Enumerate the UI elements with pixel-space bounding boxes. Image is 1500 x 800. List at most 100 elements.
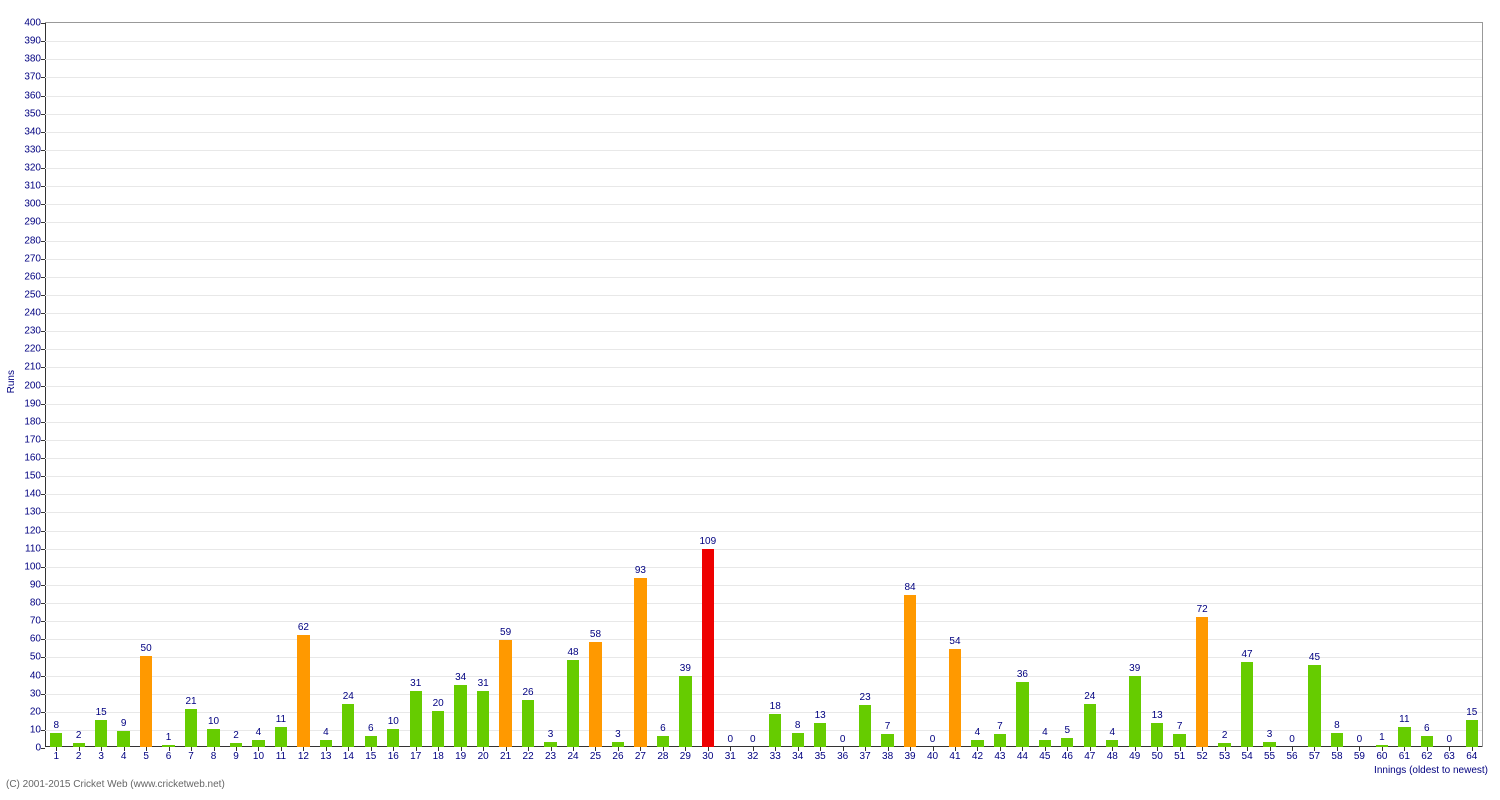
- bar: 39: [679, 676, 691, 747]
- bar-value-label: 0: [840, 734, 846, 747]
- bar-value-label: 47: [1242, 649, 1253, 662]
- bar-value-label: 1: [1379, 732, 1385, 745]
- ytick-label: 30: [30, 688, 45, 699]
- xtick-label: 54: [1242, 747, 1253, 762]
- xtick-label: 46: [1062, 747, 1073, 762]
- xtick-label: 49: [1129, 747, 1140, 762]
- xtick-label: 25: [590, 747, 601, 762]
- bar: 31: [410, 691, 422, 747]
- xtick-label: 33: [770, 747, 781, 762]
- gridline: [45, 512, 1482, 513]
- gridline: [45, 132, 1482, 133]
- bar: 4: [1039, 740, 1051, 747]
- ytick-label: 10: [30, 724, 45, 735]
- xtick-label: 19: [455, 747, 466, 762]
- xtick-label: 56: [1286, 747, 1297, 762]
- ytick-label: 70: [30, 616, 45, 627]
- xtick-label: 62: [1421, 747, 1432, 762]
- bar-value-label: 3: [615, 729, 621, 742]
- gridline: [45, 676, 1482, 677]
- xtick-label: 53: [1219, 747, 1230, 762]
- xtick-label: 3: [98, 747, 104, 762]
- xtick-label: 34: [792, 747, 803, 762]
- bar: 48: [567, 660, 579, 747]
- bar-value-label: 93: [635, 565, 646, 578]
- xtick-label: 40: [927, 747, 938, 762]
- ytick-label: 110: [25, 543, 45, 554]
- xtick-label: 23: [545, 747, 556, 762]
- xtick-label: 61: [1399, 747, 1410, 762]
- bar: 109: [702, 549, 714, 747]
- bar-value-label: 8: [53, 720, 59, 733]
- bar: 59: [499, 640, 511, 747]
- xtick-label: 48: [1107, 747, 1118, 762]
- gridline: [45, 259, 1482, 260]
- bar-value-label: 7: [997, 721, 1003, 734]
- xtick-label: 30: [702, 747, 713, 762]
- xtick-label: 35: [815, 747, 826, 762]
- bar: 93: [634, 578, 646, 747]
- xtick-label: 51: [1174, 747, 1185, 762]
- ytick-label: 190: [24, 398, 45, 409]
- xtick-label: 58: [1331, 747, 1342, 762]
- bar-value-label: 109: [699, 536, 716, 549]
- ytick-label: 370: [24, 72, 45, 83]
- bar-value-label: 84: [904, 582, 915, 595]
- ytick-label: 260: [24, 271, 45, 282]
- bar-value-label: 0: [728, 734, 734, 747]
- bar: 1: [162, 745, 174, 747]
- bar-value-label: 6: [660, 723, 666, 736]
- bar-value-label: 24: [1084, 691, 1095, 704]
- gridline: [45, 494, 1482, 495]
- bar: 18: [769, 714, 781, 747]
- gridline: [45, 59, 1482, 60]
- bar: 15: [95, 720, 107, 747]
- bar: 10: [387, 729, 399, 747]
- bar-value-label: 10: [388, 716, 399, 729]
- x-axis-title: Innings (oldest to newest): [1374, 765, 1488, 776]
- gridline: [45, 277, 1482, 278]
- bar: 1: [1376, 745, 1388, 747]
- xtick-label: 32: [747, 747, 758, 762]
- gridline: [45, 241, 1482, 242]
- bar-value-label: 3: [1267, 729, 1273, 742]
- bar: 11: [275, 727, 287, 747]
- bar-value-label: 0: [750, 734, 756, 747]
- xtick-label: 38: [882, 747, 893, 762]
- bar-value-label: 48: [567, 647, 578, 660]
- bar: 13: [1151, 723, 1163, 747]
- xtick-label: 44: [1017, 747, 1028, 762]
- xtick-label: 50: [1152, 747, 1163, 762]
- xtick-label: 21: [500, 747, 511, 762]
- xtick-label: 7: [188, 747, 194, 762]
- gridline: [45, 440, 1482, 441]
- bar-value-label: 8: [1334, 720, 1340, 733]
- bar: 4: [252, 740, 264, 747]
- gridline: [45, 168, 1482, 169]
- xtick-label: 27: [635, 747, 646, 762]
- bar-value-label: 18: [770, 701, 781, 714]
- gridline: [45, 694, 1482, 695]
- xtick-label: 4: [121, 747, 127, 762]
- bar-value-label: 10: [208, 716, 219, 729]
- gridline: [45, 621, 1482, 622]
- bar: 31: [477, 691, 489, 747]
- ytick-label: 400: [24, 18, 45, 29]
- xtick-label: 8: [211, 747, 217, 762]
- ytick-label: 50: [30, 652, 45, 663]
- ytick-label: 90: [30, 579, 45, 590]
- ytick-label: 240: [24, 308, 45, 319]
- xtick-label: 36: [837, 747, 848, 762]
- xtick-label: 31: [725, 747, 736, 762]
- ytick-label: 170: [24, 434, 45, 445]
- gridline: [45, 639, 1482, 640]
- ytick-label: 0: [35, 743, 45, 754]
- bar: 20: [432, 711, 444, 747]
- bar: 24: [1084, 704, 1096, 748]
- ytick-label: 130: [24, 507, 45, 518]
- xtick-label: 45: [1039, 747, 1050, 762]
- bar: 8: [792, 733, 804, 748]
- bar: 11: [1398, 727, 1410, 747]
- bar: 4: [1106, 740, 1118, 747]
- bar-value-label: 39: [1129, 663, 1140, 676]
